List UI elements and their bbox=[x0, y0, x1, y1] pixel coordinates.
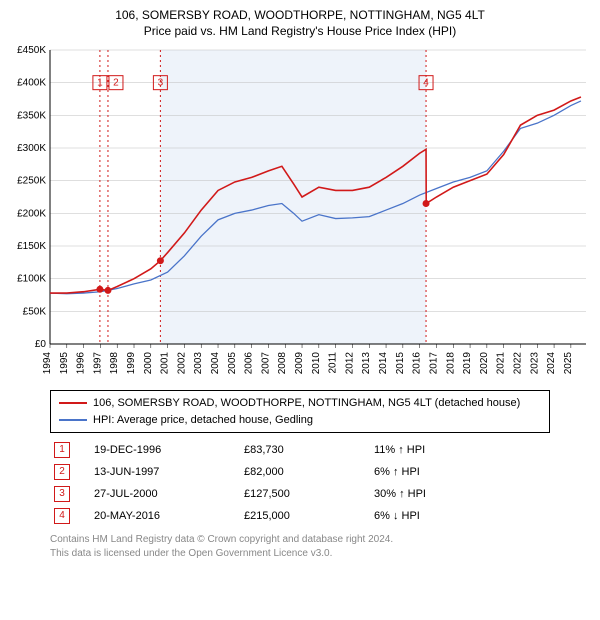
chart-title: 106, SOMERSBY ROAD, WOODTHORPE, NOTTINGH… bbox=[8, 8, 592, 38]
footer-attribution: Contains HM Land Registry data © Crown c… bbox=[50, 533, 550, 560]
svg-text:1: 1 bbox=[97, 78, 103, 89]
sale-row: 4 20-MAY-2016£215,0006% ↓ HPI bbox=[50, 505, 550, 527]
svg-text:3: 3 bbox=[158, 78, 164, 89]
footer-line-1: Contains HM Land Registry data © Crown c… bbox=[50, 533, 550, 547]
svg-text:2013: 2013 bbox=[361, 352, 372, 375]
svg-text:£150K: £150K bbox=[17, 241, 46, 252]
svg-text:2007: 2007 bbox=[260, 352, 271, 375]
svg-text:2014: 2014 bbox=[378, 352, 389, 375]
svg-text:2003: 2003 bbox=[193, 352, 204, 375]
title-line-1: 106, SOMERSBY ROAD, WOODTHORPE, NOTTINGH… bbox=[8, 8, 592, 22]
title-line-2: Price paid vs. HM Land Registry's House … bbox=[8, 24, 592, 38]
sale-row: 3 27-JUL-2000£127,50030% ↑ HPI bbox=[50, 483, 550, 505]
svg-text:2011: 2011 bbox=[328, 352, 339, 374]
svg-text:2016: 2016 bbox=[412, 352, 423, 375]
svg-text:2023: 2023 bbox=[529, 352, 540, 375]
svg-text:2024: 2024 bbox=[546, 352, 557, 375]
footer-line-2: This data is licensed under the Open Gov… bbox=[50, 547, 550, 561]
legend-label-hpi: HPI: Average price, detached house, Gedl… bbox=[93, 412, 313, 429]
sale-badge: 4 bbox=[54, 508, 70, 524]
svg-text:2006: 2006 bbox=[244, 352, 255, 375]
sale-date: 13-JUN-1997 bbox=[90, 461, 240, 483]
chart-svg: £0 £50K £100K £150K £200K £250K £300K £350K £400… bbox=[8, 44, 592, 384]
svg-text:£100K: £100K bbox=[17, 274, 46, 285]
svg-text:£450K: £450K bbox=[17, 45, 46, 56]
svg-text:2: 2 bbox=[113, 78, 119, 89]
sale-row: 1 19-DEC-1996£83,73011% ↑ HPI bbox=[50, 439, 550, 461]
svg-text:2000: 2000 bbox=[143, 352, 154, 375]
sale-delta: 6% ↓ HPI bbox=[370, 505, 550, 527]
sale-delta: 11% ↑ HPI bbox=[370, 439, 550, 461]
sale-row: 2 13-JUN-1997£82,0006% ↑ HPI bbox=[50, 461, 550, 483]
svg-text:2001: 2001 bbox=[160, 352, 171, 375]
svg-text:2009: 2009 bbox=[294, 352, 305, 375]
svg-text:2017: 2017 bbox=[428, 352, 439, 375]
legend-swatch-property bbox=[59, 402, 87, 404]
svg-text:£350K: £350K bbox=[17, 110, 46, 121]
svg-text:2019: 2019 bbox=[462, 352, 473, 375]
sale-delta: 30% ↑ HPI bbox=[370, 483, 550, 505]
sale-price: £83,730 bbox=[240, 439, 370, 461]
svg-text:£0: £0 bbox=[35, 339, 47, 350]
price-chart: £0 £50K £100K £150K £200K £250K £300K £350K £400… bbox=[8, 44, 592, 384]
sale-badge: 3 bbox=[54, 486, 70, 502]
svg-text:2008: 2008 bbox=[277, 352, 288, 375]
sale-date: 20-MAY-2016 bbox=[90, 505, 240, 527]
svg-text:2005: 2005 bbox=[227, 352, 238, 375]
sale-date: 27-JUL-2000 bbox=[90, 483, 240, 505]
sale-price: £127,500 bbox=[240, 483, 370, 505]
svg-text:1997: 1997 bbox=[92, 352, 103, 375]
svg-text:£50K: £50K bbox=[23, 306, 47, 317]
svg-text:2010: 2010 bbox=[311, 352, 322, 375]
svg-text:2018: 2018 bbox=[445, 352, 456, 375]
svg-text:4: 4 bbox=[423, 78, 429, 89]
sale-price: £82,000 bbox=[240, 461, 370, 483]
svg-text:2004: 2004 bbox=[210, 352, 221, 375]
sale-badge: 1 bbox=[54, 442, 70, 458]
svg-text:2021: 2021 bbox=[496, 352, 507, 375]
sale-date: 19-DEC-1996 bbox=[90, 439, 240, 461]
svg-text:2015: 2015 bbox=[395, 352, 406, 375]
legend-row-hpi: HPI: Average price, detached house, Gedl… bbox=[59, 412, 541, 429]
sale-delta: 6% ↑ HPI bbox=[370, 461, 550, 483]
legend: 106, SOMERSBY ROAD, WOODTHORPE, NOTTINGH… bbox=[50, 390, 550, 433]
legend-swatch-hpi bbox=[59, 419, 87, 421]
svg-text:2012: 2012 bbox=[344, 352, 355, 375]
svg-text:2025: 2025 bbox=[563, 352, 574, 375]
svg-text:1998: 1998 bbox=[109, 352, 120, 375]
svg-text:£400K: £400K bbox=[17, 78, 46, 89]
svg-text:£250K: £250K bbox=[17, 176, 46, 187]
svg-text:£200K: £200K bbox=[17, 208, 46, 219]
svg-text:1996: 1996 bbox=[76, 352, 87, 375]
svg-text:£300K: £300K bbox=[17, 143, 46, 154]
svg-text:1994: 1994 bbox=[42, 352, 53, 375]
svg-text:1999: 1999 bbox=[126, 352, 137, 375]
sales-table: 1 19-DEC-1996£83,73011% ↑ HPI 2 13-JUN-1997… bbox=[50, 439, 550, 527]
svg-text:2002: 2002 bbox=[176, 352, 187, 375]
sale-price: £215,000 bbox=[240, 505, 370, 527]
svg-text:2022: 2022 bbox=[512, 352, 523, 375]
sale-badge: 2 bbox=[54, 464, 70, 480]
legend-row-property: 106, SOMERSBY ROAD, WOODTHORPE, NOTTINGH… bbox=[59, 395, 541, 412]
svg-text:1995: 1995 bbox=[59, 352, 70, 375]
legend-label-property: 106, SOMERSBY ROAD, WOODTHORPE, NOTTINGH… bbox=[93, 395, 520, 412]
svg-text:2020: 2020 bbox=[479, 352, 490, 375]
